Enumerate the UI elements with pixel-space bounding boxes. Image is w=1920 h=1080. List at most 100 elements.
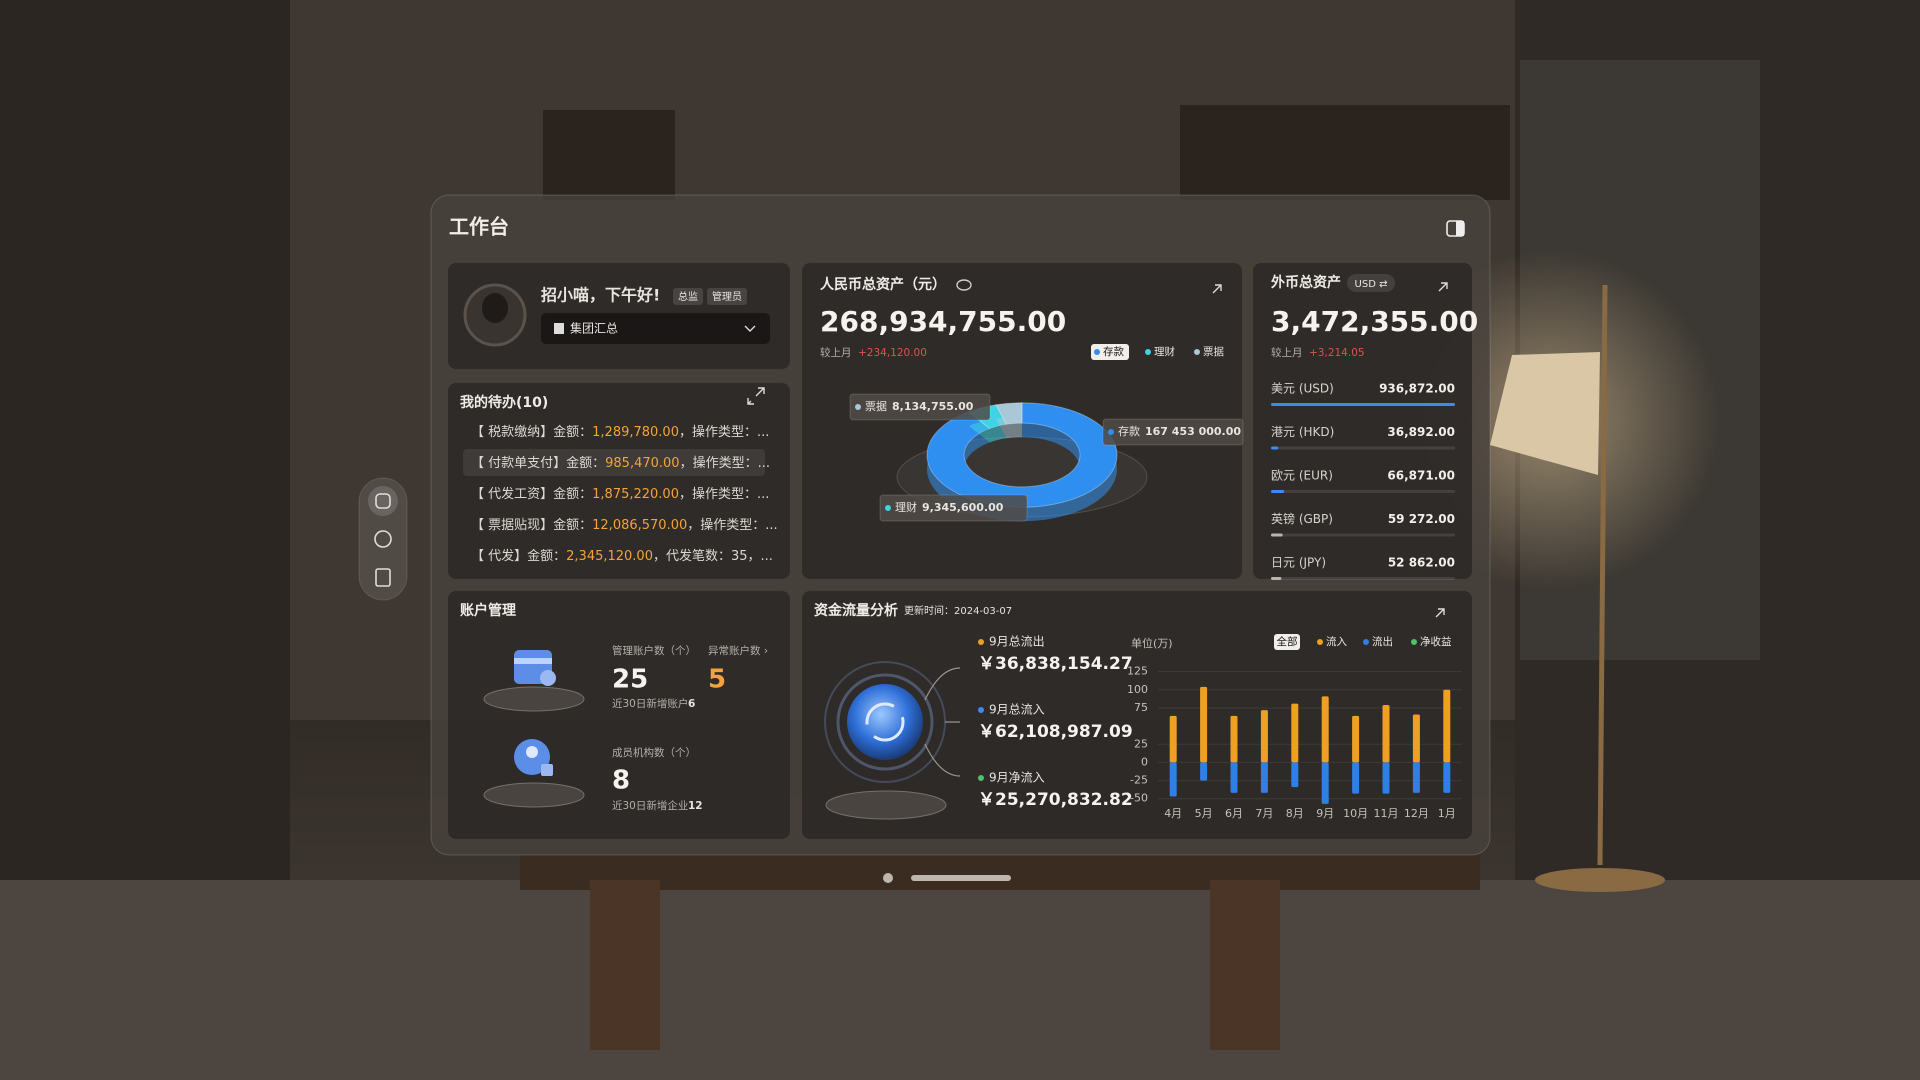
stat-label[interactable]: 异常账户数 › <box>708 644 768 657</box>
updated-time: 更新时间：2024-03-07 <box>904 604 1012 617</box>
bar <box>1321 762 1329 804</box>
eye-icon[interactable] <box>956 279 972 291</box>
todo-item[interactable]: 【 票据贴现】金额：12,086,570.00，操作类型：... <box>471 517 778 533</box>
lamp-shade <box>1490 352 1600 475</box>
fx-track <box>1271 533 1455 537</box>
x-tick-label: 1月 <box>1438 807 1456 820</box>
fx-track <box>1271 490 1455 493</box>
legend-dot <box>1363 639 1369 645</box>
bar <box>1200 686 1208 763</box>
x-tick-label: 8月 <box>1286 807 1304 820</box>
compare-label: 较上月 <box>1271 346 1303 359</box>
todo-prefix: 【 税款缴纳】金额： <box>471 424 592 440</box>
icon-clock[interactable] <box>374 530 392 548</box>
side-toolbar <box>358 477 408 601</box>
todo-card <box>448 383 790 579</box>
legend-label[interactable]: 存款 <box>1103 345 1125 358</box>
expand-icon[interactable] <box>1435 608 1445 618</box>
tag <box>673 288 703 305</box>
fx-value: 36,892.00 <box>1387 425 1455 439</box>
compare-label: 较上月 <box>820 346 852 359</box>
todo-highlight <box>463 449 765 476</box>
todo-suffix: ，代发笔数：35，... <box>653 548 773 564</box>
todo-item[interactable]: 【 税款缴纳】金额：1,289,780.00，操作类型：... <box>471 424 769 440</box>
y-tick-label: 0 <box>1141 755 1148 768</box>
expand-icon[interactable] <box>747 387 765 405</box>
x-tick-label: 6月 <box>1225 807 1243 820</box>
org-dropdown[interactable] <box>541 313 770 344</box>
tag-label: 总监 <box>678 290 698 303</box>
legend-dot <box>1194 349 1200 355</box>
callout-label: 票据 8,134,755.00 <box>865 399 974 413</box>
toolbar-button[interactable] <box>368 486 398 516</box>
x-tick-label: 7月 <box>1255 807 1273 820</box>
avatar-head <box>482 293 508 323</box>
todo-item[interactable]: 【 代发工资】金额：1,875,220.00，操作类型：... <box>471 486 769 502</box>
bar <box>1230 715 1238 763</box>
rmb-total: 268,934,755.00 <box>820 305 1066 338</box>
org-label: 集团汇总 <box>570 321 618 336</box>
bar <box>1352 762 1360 794</box>
expand-icon[interactable] <box>1212 284 1222 294</box>
todo-amount: 1,875,220.00 <box>592 487 679 502</box>
compare-value: +3,214.05 <box>1309 347 1365 359</box>
bar <box>1169 762 1177 797</box>
bench-leg <box>590 880 660 1050</box>
flow-dot <box>978 775 984 781</box>
legend-label[interactable]: 票据 <box>1203 345 1225 358</box>
window-dot[interactable] <box>883 873 893 883</box>
expand-icon[interactable] <box>1438 282 1448 292</box>
layout-toggle-fill <box>1456 221 1464 236</box>
todo-item[interactable]: 【 付款单支付】金额：985,470.00，操作类型：... <box>471 455 770 471</box>
currency-switch[interactable] <box>1347 274 1395 292</box>
todo-item[interactable]: 【 代发】金额：2,345,120.00，代发笔数：35，... <box>471 548 773 564</box>
filter-label: 全部 <box>1277 635 1298 648</box>
todo-suffix: ，操作类型：... <box>679 424 769 440</box>
pedestal <box>483 782 585 808</box>
x-tick-label: 5月 <box>1195 807 1213 820</box>
fx-name: 欧元 (EUR) <box>1271 469 1333 483</box>
window-handle[interactable] <box>911 875 1011 881</box>
fx-value: 936,872.00 <box>1379 382 1455 396</box>
todo-suffix: ，操作类型：... <box>680 455 770 471</box>
dropdown-arrow <box>744 325 756 332</box>
filter-chip[interactable] <box>1274 634 1300 650</box>
icon-command <box>375 493 391 509</box>
tag <box>707 288 747 305</box>
icon-building <box>554 323 564 334</box>
bar <box>1382 762 1390 794</box>
callout-value: 167 453 000.00 <box>1145 425 1241 438</box>
y-tick-label: 25 <box>1134 737 1148 750</box>
callout-label: 存款 167 453 000.00 <box>1118 424 1241 438</box>
shelf <box>543 110 675 200</box>
callout-dot <box>1108 429 1114 435</box>
lamp-pole <box>1597 284 1608 866</box>
bar <box>1291 703 1299 763</box>
account-title: 账户管理 <box>460 602 516 619</box>
x-tick-label: 11月 <box>1374 807 1399 820</box>
legend-label[interactable]: 净收益 <box>1420 635 1452 648</box>
bar <box>1169 715 1177 763</box>
bar <box>1443 762 1451 793</box>
bar <box>1200 762 1208 781</box>
fx-name: 港元 (HKD) <box>1271 425 1334 439</box>
pedestal <box>825 790 947 820</box>
legend-chip <box>1091 344 1129 360</box>
legend-label[interactable]: 理财 <box>1154 345 1175 358</box>
legend-label[interactable]: 流出 <box>1372 635 1393 648</box>
y-tick-label: 75 <box>1134 701 1148 714</box>
callout-label: 理财 9,345,600.00 <box>895 500 1004 514</box>
bar <box>1352 715 1360 763</box>
cashflow-title: 资金流量分析 <box>814 602 898 619</box>
flow-dot <box>978 639 984 645</box>
orb-ring <box>836 673 934 771</box>
stat-value-alert: 5 <box>708 665 726 695</box>
icon-clipboard[interactable] <box>375 568 391 587</box>
stat-sub-label: 近30日新增企业 <box>612 799 688 812</box>
fx-name: 美元 (USD) <box>1271 382 1334 396</box>
legend-label[interactable]: 流入 <box>1326 635 1348 648</box>
x-tick-label: 9月 <box>1316 807 1334 820</box>
legend-dot <box>1317 639 1323 645</box>
